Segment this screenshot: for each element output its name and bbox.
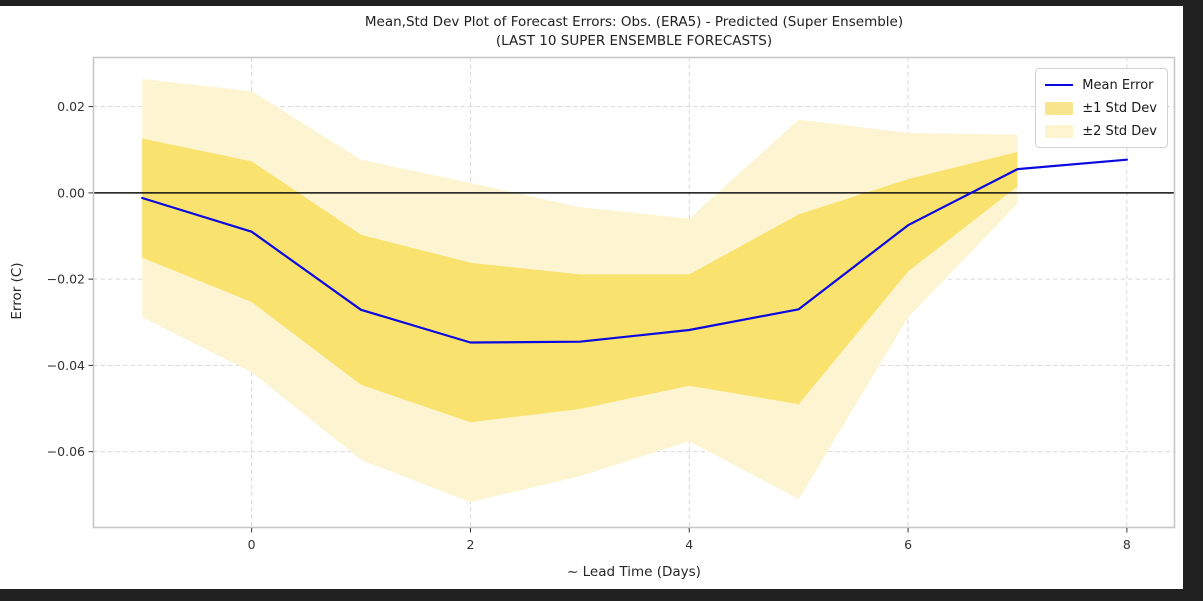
legend-item-mean-error: Mean Error	[1045, 76, 1157, 94]
x-tick-label: 6	[904, 537, 912, 552]
window-frame-bottom	[0, 589, 1203, 601]
y-tick-label: −0.02	[47, 272, 85, 287]
one-std-dev-swatch	[1045, 101, 1074, 115]
x-axis-label: ~ Lead Time (Days)	[567, 564, 701, 580]
band-1-std-dev	[142, 138, 1018, 423]
chart-subtitle: (LAST 10 SUPER ENSEMBLE FORECASTS)	[495, 32, 773, 49]
x-tick-label: 4	[685, 537, 693, 552]
window-frame-top	[0, 0, 1203, 6]
x-tick-label: 0	[248, 537, 256, 552]
chart-title: Mean,Std Dev Plot of Forecast Errors: Ob…	[364, 14, 904, 30]
y-tick-label: 0.02	[57, 99, 85, 114]
y-axis-label: Error (C)	[9, 262, 25, 320]
y-tick-label: −0.06	[47, 444, 85, 459]
legend-item-1-std-dev: ±1 Std Dev	[1045, 99, 1157, 117]
legend-item-2-std-dev: ±2 Std Dev	[1045, 122, 1157, 140]
legend-label: ±2 Std Dev	[1082, 123, 1157, 139]
legend: Mean Error ±1 Std Dev ±2 Std Dev	[1035, 68, 1168, 148]
chart-title-block: Mean,Std Dev Plot of Forecast Errors: Ob…	[93, 13, 1175, 50]
mean-error-line-swatch	[1045, 84, 1074, 86]
plot-border	[92, 56, 1176, 529]
legend-label: ±1 Std Dev	[1082, 100, 1157, 116]
y-tick-label: −0.04	[47, 358, 85, 373]
mean-error-line	[141, 158, 1129, 344]
y-tick-label: 0.00	[57, 185, 85, 200]
legend-label: Mean Error	[1082, 77, 1154, 93]
x-tick-label: 8	[1123, 537, 1131, 552]
window-frame-right	[1183, 0, 1203, 601]
two-std-dev-swatch	[1045, 124, 1074, 138]
x-tick-label: 2	[466, 537, 474, 552]
